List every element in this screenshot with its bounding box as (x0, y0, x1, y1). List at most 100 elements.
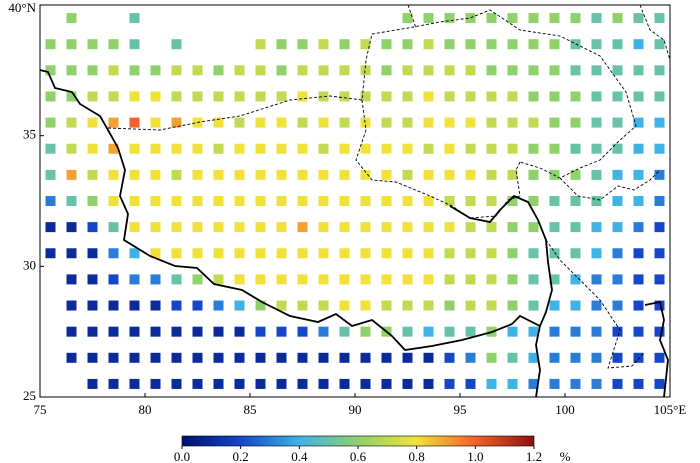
grid-cell (591, 65, 602, 76)
grid-cell (108, 352, 119, 363)
grid-cell (465, 117, 476, 128)
colorbar-tick-label: 0.2 (233, 449, 249, 463)
grid-cell (507, 143, 518, 154)
grid-cell (297, 117, 308, 128)
grid-cell (486, 143, 497, 154)
grid-cell (150, 65, 161, 76)
grid-cell (171, 143, 182, 154)
grid-cell (654, 300, 665, 311)
grid-cell (129, 352, 140, 363)
grid-cell (171, 300, 182, 311)
grid-cell (297, 65, 308, 76)
grid-cell (87, 65, 98, 76)
grid-cell (360, 91, 371, 102)
grid-cell (234, 326, 245, 337)
grid-cell (381, 117, 392, 128)
grid-cell (549, 352, 560, 363)
grid-cell (276, 274, 287, 285)
grid-cell (276, 196, 287, 206)
grid-cell (234, 91, 245, 102)
grid-cell (465, 326, 476, 337)
grid-cell (633, 352, 644, 363)
grid-cell (402, 300, 413, 311)
grid-cell (129, 65, 140, 76)
grid-cell (129, 222, 140, 233)
grid-cell (234, 352, 245, 363)
grid-cell (66, 143, 77, 154)
grid-cell (150, 143, 161, 154)
grid-cell (297, 169, 308, 180)
grid-cell (507, 352, 518, 363)
grid-cell (213, 143, 224, 154)
grid-cell (66, 248, 77, 259)
grid-cell (297, 222, 308, 233)
grid-cell (150, 222, 161, 233)
grid-cell (108, 300, 119, 311)
grid-cell (87, 300, 98, 311)
grid-cell (66, 65, 77, 76)
grid-cell (654, 91, 665, 102)
grid-cell (423, 222, 434, 233)
grid-cell (444, 143, 455, 154)
grid-cell (528, 65, 539, 76)
grid-cell (423, 274, 434, 285)
grid-cell (297, 378, 308, 389)
grid-cell (171, 91, 182, 102)
grid-cell (255, 248, 266, 259)
grid-cell (423, 39, 434, 50)
grid-cell (423, 91, 434, 102)
grid-cell (444, 274, 455, 285)
grid-cell (234, 274, 245, 285)
grid-cell (570, 13, 581, 24)
grid-cell (87, 39, 98, 50)
grid-cell (171, 222, 182, 233)
grid-cell (297, 274, 308, 285)
grid-cell (339, 117, 350, 128)
grid-cell (402, 248, 413, 259)
grid-cell (444, 222, 455, 233)
grid-cell (339, 352, 350, 363)
grid-cell (423, 326, 434, 337)
grid-cell (276, 222, 287, 233)
grid-cell (549, 300, 560, 311)
grid-cell (108, 196, 119, 206)
grid-cell (633, 378, 644, 389)
grid-cell (486, 248, 497, 259)
grid-cell (150, 117, 161, 128)
grid-cell (339, 143, 350, 154)
grid-cell (549, 143, 560, 154)
grid-cell (234, 300, 245, 311)
grid-cell (381, 65, 392, 76)
grid-cell (339, 326, 350, 337)
grid-cell (87, 326, 98, 337)
grid-cell (465, 352, 476, 363)
grid-cell (528, 196, 539, 206)
grid-cell (591, 196, 602, 206)
grid-cell (633, 143, 644, 154)
grid-cell (549, 91, 560, 102)
grid-cell (339, 248, 350, 259)
grid-cell (633, 13, 644, 24)
grid-cell (402, 196, 413, 206)
grid-cell (318, 196, 329, 206)
grid-cell (465, 300, 476, 311)
grid-cell (45, 196, 56, 206)
grid-cell (528, 39, 539, 50)
grid-cell (318, 274, 329, 285)
grid-cell (129, 13, 140, 24)
grid-cell (507, 274, 518, 285)
grid-cell (423, 300, 434, 311)
grid-cell (444, 39, 455, 50)
grid-cell (45, 143, 56, 154)
grid-cell (402, 117, 413, 128)
grid-cell (192, 65, 203, 76)
grid-cell (507, 196, 518, 206)
grid-cell (360, 117, 371, 128)
grid-cell (444, 248, 455, 259)
grid-cell (507, 300, 518, 311)
grid-cell (486, 378, 497, 389)
grid-cell (255, 378, 266, 389)
grid-cell (570, 65, 581, 76)
grid-cell (297, 143, 308, 154)
